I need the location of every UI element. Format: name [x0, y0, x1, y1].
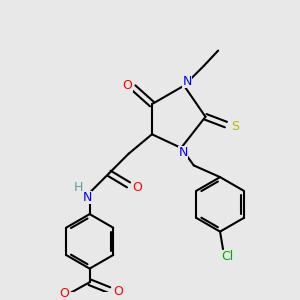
Text: Cl: Cl: [222, 250, 234, 263]
Text: N: N: [178, 146, 188, 159]
Text: O: O: [132, 181, 142, 194]
Text: H: H: [73, 181, 83, 194]
Text: S: S: [231, 120, 239, 133]
Text: O: O: [123, 79, 133, 92]
Text: N: N: [83, 191, 92, 204]
Text: N: N: [182, 75, 192, 88]
Text: O: O: [113, 286, 123, 298]
Text: O: O: [59, 287, 69, 300]
